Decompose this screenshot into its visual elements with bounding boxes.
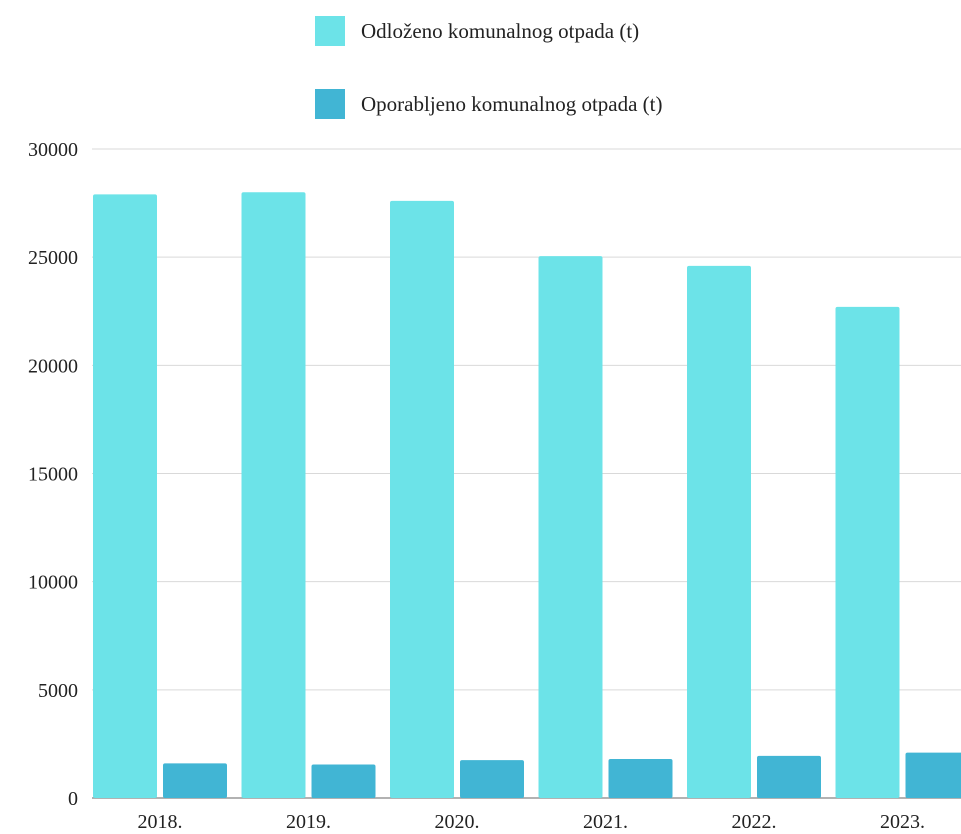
legend-item-series-1: Odloženo komunalnog otpada (t) (315, 16, 639, 46)
bar-odlozeno-2018 (93, 194, 157, 798)
x-tick-label: 2018. (138, 811, 183, 833)
legend-label-series-2: Oporabljeno komunalnog otpada (t) (361, 91, 663, 116)
x-tick-label: 2020. (435, 811, 480, 833)
bar-oporabljeno-2023 (905, 752, 961, 798)
y-tick-label: 10000 (28, 572, 78, 594)
bar-oporabljeno-2021 (608, 759, 673, 798)
x-axis-ticks: 2018. 2019. 2020. 2021. 2022. 2023. (138, 811, 926, 833)
x-tick-label: 2019. (286, 811, 331, 833)
legend-swatch-series-1 (315, 16, 345, 46)
legend-label-series-1: Odloženo komunalnog otpada (t) (361, 18, 640, 43)
y-tick-label: 25000 (28, 247, 78, 269)
y-tick-label: 30000 (28, 139, 78, 161)
x-tick-label: 2023. (880, 811, 925, 833)
bars (93, 192, 961, 799)
bar-oporabljeno-2020 (460, 760, 524, 798)
bar-oporabljeno-2019 (311, 764, 376, 798)
legend-item-series-2: Oporabljeno komunalnog otpada (t) (315, 89, 663, 119)
y-tick-label: 5000 (38, 680, 78, 702)
legend-swatch-series-2 (315, 89, 345, 119)
y-tick-label: 15000 (28, 464, 78, 486)
y-axis-ticks: 0 5000 10000 15000 20000 25000 30000 (28, 139, 78, 810)
y-tick-label: 20000 (28, 355, 78, 377)
y-tick-label: 0 (68, 788, 78, 810)
bar-odlozeno-2022 (687, 265, 751, 798)
bar-oporabljeno-2018 (163, 763, 227, 798)
bar-oporabljeno-2022 (757, 755, 821, 798)
bar-odlozeno-2019 (241, 192, 306, 798)
bar-odlozeno-2020 (390, 200, 454, 799)
legend: Odloženo komunalnog otpada (t) Oporablje… (0, 0, 961, 130)
x-tick-label: 2022. (732, 811, 777, 833)
bar-odlozeno-2021 (538, 256, 603, 799)
bar-odlozeno-2023 (835, 306, 900, 798)
gridlines (92, 148, 961, 799)
x-tick-label: 2021. (583, 811, 628, 833)
